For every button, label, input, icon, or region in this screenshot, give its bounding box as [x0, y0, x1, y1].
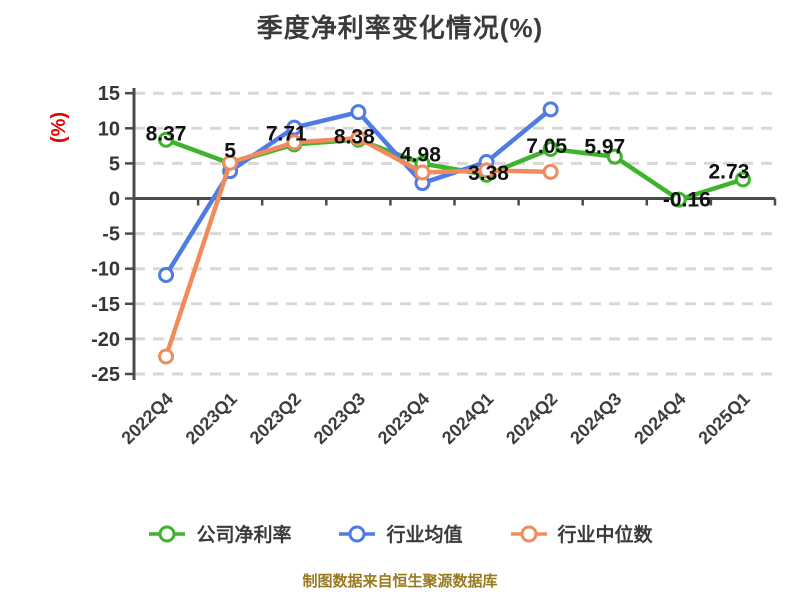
x-category-label: 2023Q1: [182, 389, 241, 448]
series-marker-company-net-margin: [158, 131, 175, 148]
x-category-labels: 2022Q4 2023Q1 2023Q2 2023Q3 2023Q4 2024Q1 2024…: [117, 389, 753, 448]
legend-marker-icon: [149, 525, 186, 542]
x-category-label: 2024Q2: [502, 389, 561, 448]
legend-item-industry-average[interactable]: 行业均值: [337, 520, 463, 547]
legend-marker-icon: [510, 525, 547, 542]
y-tick-label: 15: [98, 83, 120, 105]
data-labels: 8.37 5 7.71 8.38 4.98 3.38 7.05 5.97 -0.16 2.73: [146, 122, 750, 211]
chart-title: 季度净利率变化情况(%): [256, 13, 544, 43]
data-label: 8.38: [334, 126, 375, 149]
series-marker-industry-median: [478, 162, 495, 179]
x-category-label: 2024Q4: [630, 389, 689, 448]
axes: 15 10 5 0 -5 -10 -15 -20 -25: [91, 83, 777, 386]
legend-item-industry-median[interactable]: 行业中位数: [509, 520, 653, 547]
data-label: 2.73: [709, 160, 750, 183]
x-category-label: 2023Q4: [374, 389, 433, 448]
y-tick-label: 5: [109, 153, 120, 175]
y-tick-label: 0: [109, 189, 120, 211]
x-category-label: 2024Q1: [438, 389, 497, 448]
y-tick-label: -15: [91, 294, 120, 316]
x-category-label: 2022Q4: [117, 389, 176, 448]
data-label: -0.16: [663, 189, 711, 212]
series-marker-industry-average: [158, 267, 175, 284]
gridlines: [134, 91, 775, 376]
x-category-label: 2025Q1: [694, 389, 753, 448]
series-marker-company-net-margin: [734, 171, 751, 188]
legend: 公司净利率 行业均值 行业中位数: [0, 520, 800, 547]
series-marker-industry-median: [350, 130, 367, 147]
y-tick-label: 10: [98, 118, 120, 140]
y-tick-label: -10: [91, 259, 120, 281]
series-marker-industry-median: [158, 348, 175, 365]
data-label: 3.38: [468, 162, 509, 185]
legend-item-company-net-margin[interactable]: 公司净利率: [147, 520, 291, 547]
series-industry-median: [158, 130, 559, 365]
series-marker-company-net-margin: [542, 141, 559, 158]
legend-label: 公司净利率: [196, 525, 292, 546]
legend-marker-icon: [339, 525, 376, 542]
series-marker-industry-median: [542, 163, 559, 180]
legend-label: 行业中位数: [557, 525, 653, 546]
series-marker-company-net-margin: [606, 148, 623, 165]
legend-label: 行业均值: [386, 525, 463, 546]
series-marker-industry-average: [542, 101, 559, 118]
series-marker-industry-median: [222, 154, 239, 171]
x-category-label: 2024Q3: [566, 389, 625, 448]
series-marker-company-net-margin: [670, 191, 687, 208]
series-marker-industry-average: [350, 104, 367, 121]
data-label: 5.97: [584, 136, 625, 159]
data-source-note: 制图数据来自恒生聚源数据库: [302, 573, 498, 590]
y-tick-label: -25: [91, 364, 120, 386]
x-category-label: 2023Q3: [310, 389, 369, 448]
data-label: 4.98: [400, 144, 441, 167]
data-label: 5: [224, 139, 236, 162]
series-marker-industry-median: [414, 164, 431, 181]
y-tick-label: -5: [102, 224, 120, 246]
series-marker-industry-average: [286, 119, 303, 136]
series-marker-industry-median: [286, 134, 303, 151]
series-industry-average: [158, 101, 559, 284]
y-tick-label: -20: [91, 329, 120, 351]
x-category-label: 2023Q2: [246, 389, 305, 448]
data-label: 7.71: [266, 122, 307, 145]
data-label: 8.37: [146, 123, 187, 146]
data-label: 7.05: [526, 135, 567, 158]
